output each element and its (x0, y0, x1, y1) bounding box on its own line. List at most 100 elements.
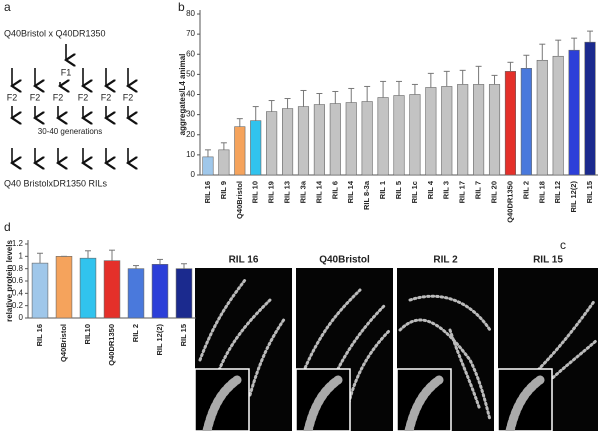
bar (409, 94, 421, 176)
error-bar (300, 89, 307, 107)
cross-label: Q40Bristol x Q40DR1350 (4, 28, 106, 38)
bar (79, 257, 97, 319)
generations-label: 30-40 generations (38, 127, 103, 136)
f2-label: F2 (30, 92, 41, 102)
error-bar (523, 54, 530, 69)
ril-arrows (12, 148, 128, 163)
bar (568, 49, 580, 176)
bar (345, 102, 357, 176)
bar (282, 108, 294, 176)
y-tick-label: 20 (186, 130, 195, 139)
error-bar (380, 80, 387, 98)
x-tick-label: RIL 6 (330, 181, 339, 199)
x-tick-label: RIL 14 (314, 180, 323, 203)
y-tick-label: 0.2 (12, 301, 24, 310)
y-tick-label: 70 (186, 29, 195, 38)
bar (504, 71, 516, 176)
x-tick-label: RIL 2 (521, 181, 530, 199)
panel-label: b (178, 0, 185, 14)
bar (250, 120, 262, 176)
worm (298, 288, 362, 382)
bar (151, 264, 169, 319)
worm (198, 278, 247, 362)
y-tick-label: 1.2 (12, 239, 24, 248)
inset-worm (404, 375, 444, 431)
error-bar (109, 249, 115, 261)
error-bar (37, 252, 43, 264)
branch-arrows (12, 68, 128, 86)
bar (377, 97, 389, 176)
image-label: RIL 15 (533, 255, 563, 266)
error-bar (181, 263, 187, 269)
f1-label: F1 (61, 67, 72, 77)
error-bar (571, 37, 578, 51)
x-tick-label: RIL 3a (298, 180, 307, 203)
error-bar (427, 72, 434, 88)
x-tick-label: RIL 2 (131, 324, 140, 342)
x-tick-label: RIL 10 (251, 181, 260, 203)
error-bar (587, 30, 594, 43)
error-bar (252, 106, 259, 121)
panel-label: a (4, 0, 11, 14)
gen-arrows (12, 106, 128, 118)
x-tick-label: RIL 3 (442, 181, 451, 199)
y-axis-label: relative protein levels (5, 240, 14, 322)
bar (175, 268, 193, 319)
y-tick-label: 0.4 (12, 288, 24, 297)
bar (393, 95, 405, 176)
error-bar (348, 87, 355, 103)
y-axis-label: aggregates/L4 animal (178, 54, 187, 136)
bar (218, 149, 230, 176)
f2-label: F2 (101, 92, 112, 102)
x-tick-label: RIL 12 (553, 181, 562, 203)
rils-label: Q40 BristolxDR1350 RILs (4, 178, 108, 188)
bar (441, 86, 453, 176)
f2-label: F2 (7, 92, 18, 102)
error-bar (85, 250, 91, 259)
error-bar (475, 65, 482, 85)
bar (488, 84, 501, 176)
x-tick-label: RIL 20 (490, 181, 499, 203)
bar (234, 126, 246, 176)
bar (329, 103, 341, 176)
x-tick-label: RIL 7 (474, 181, 483, 199)
bar (361, 101, 373, 176)
bar (536, 59, 548, 176)
bar (584, 41, 596, 176)
x-tick-label: Q40DR1350 (107, 324, 116, 366)
worm (398, 318, 492, 422)
bar (457, 84, 469, 176)
x-tick-label: RIL 8-3a (362, 180, 371, 210)
error-bar (507, 61, 514, 72)
error-bar (220, 142, 227, 150)
x-tick-label: RIL 16 (203, 181, 212, 203)
inset-worm (505, 375, 545, 431)
f2-label: F2 (78, 92, 89, 102)
bar (31, 262, 49, 319)
bar (266, 111, 278, 176)
x-tick-label: RIL10 (83, 324, 92, 344)
x-tick-label: RIL 1 (378, 181, 387, 199)
micrographs: RIL 16 Q40Bristol RIL 2 RIL 15 (194, 255, 599, 431)
error-bar (364, 85, 371, 102)
x-tick-label: RIL 16 (35, 324, 44, 346)
x-tick-label: Q40DR1350 (505, 181, 514, 223)
bar (103, 260, 121, 319)
error-bar (236, 118, 243, 127)
y-tick-label: 0.8 (12, 264, 24, 273)
x-tick-label: RIL 15 (179, 324, 188, 346)
y-tick-label: 10 (186, 150, 195, 159)
x-tick-label: RIL 18 (537, 181, 546, 203)
panel-label: c (560, 238, 566, 252)
error-bar (555, 39, 562, 57)
error-bar (133, 265, 139, 269)
bar (552, 55, 564, 176)
bar (127, 268, 145, 319)
x-tick-label: RIL 4 (426, 180, 435, 199)
inset-worm (202, 375, 242, 431)
x-tick-label: RIL 1c (410, 181, 419, 203)
f2-label: F2 (53, 92, 64, 102)
bar (313, 104, 325, 176)
error-bar (443, 70, 450, 87)
y-tick-label: 40 (186, 90, 195, 99)
